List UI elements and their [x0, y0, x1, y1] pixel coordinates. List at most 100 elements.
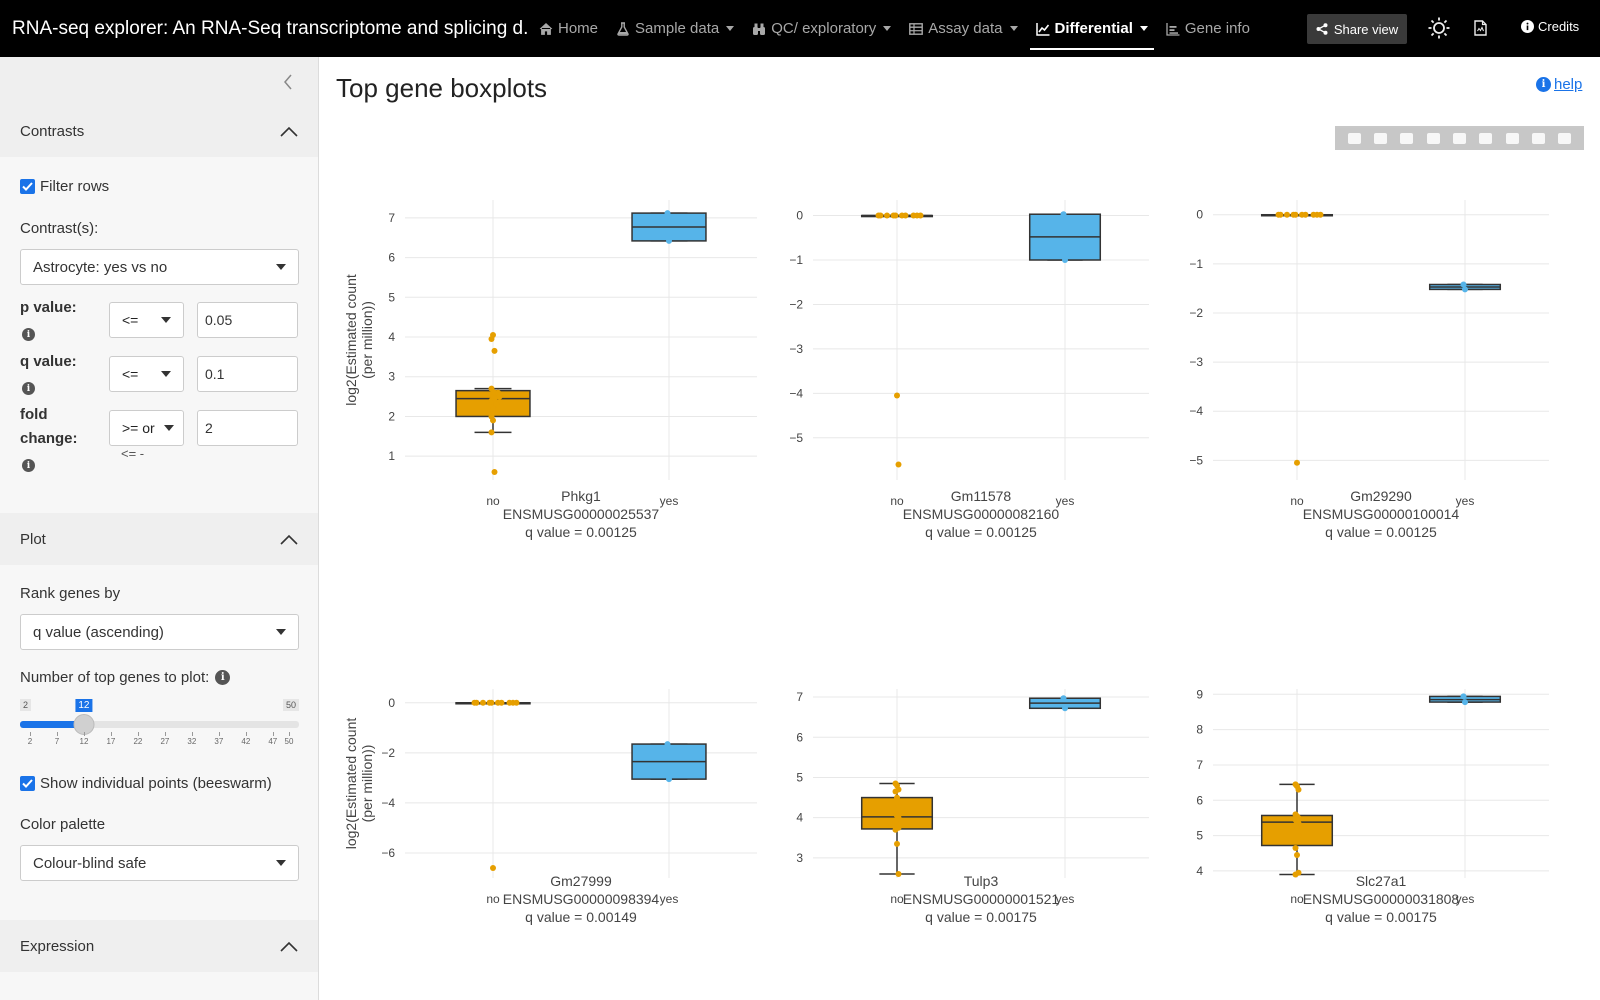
help-link[interactable]: i help	[1536, 76, 1582, 93]
report-file-icon[interactable]	[1474, 20, 1487, 36]
beeswarm-label: Show individual points (beeswarm)	[40, 775, 272, 792]
filter-rows-checkbox[interactable]	[20, 179, 35, 194]
collapse-sidebar-chevron-left-icon[interactable]	[283, 74, 293, 90]
top-navbar: RNA-seq explorer: An RNA-Seq transcripto…	[0, 0, 1600, 57]
y-axis-label: log2(Estimated count(per million))	[343, 718, 375, 850]
y-tick-label: 5	[796, 770, 803, 784]
color-palette-select[interactable]: Colour-blind safe	[20, 845, 299, 881]
pan-icon[interactable]	[1400, 132, 1414, 144]
autoscale-icon[interactable]	[1479, 132, 1493, 144]
x-tick-label: no	[1290, 892, 1304, 906]
p-value-input[interactable]: 0.05	[197, 302, 298, 338]
contrasts-header-label: Contrasts	[20, 122, 85, 140]
x-tick-label: yes	[660, 494, 679, 508]
p-value-operator: <=	[122, 312, 139, 328]
data-point	[1292, 844, 1299, 851]
credits-button[interactable]: Credits	[1521, 19, 1579, 34]
data-point	[1302, 211, 1309, 218]
theme-toggle-sun-icon[interactable]	[1428, 17, 1450, 39]
reset-axes-icon[interactable]	[1505, 132, 1519, 144]
fold-change-operator-overflow: <= -	[121, 446, 145, 461]
data-point	[471, 699, 478, 706]
nav-gene-info[interactable]: Gene info	[1157, 0, 1259, 57]
gene-name: Gm29290	[1350, 488, 1412, 504]
slider-tick-mark	[56, 732, 58, 736]
p-value-operator-select[interactable]: <=	[109, 302, 184, 338]
fold-change-label-line2: change:	[20, 430, 78, 447]
fold-change-input[interactable]: 2	[197, 410, 298, 446]
slider-tick-label: 37	[214, 737, 224, 746]
boxplot-gm11578: 0 −1 −2 −3 −4 −5 no yes Gm11578 ENSMUSG0000008216…	[789, 200, 1149, 540]
camera-icon[interactable]	[1347, 132, 1361, 144]
contrasts-accordion-header[interactable]: Contrasts	[0, 105, 318, 157]
data-point	[894, 794, 900, 801]
contrasts-label: Contrast(s):	[20, 220, 99, 237]
data-point	[513, 699, 520, 706]
zoom-in-icon[interactable]	[1426, 132, 1440, 144]
y-tick-label: −3	[1189, 355, 1203, 369]
slider-tick-label: 32	[187, 737, 197, 746]
fold-change-operator-select[interactable]: >= or	[109, 410, 184, 446]
nav-differential[interactable]: Differential	[1027, 0, 1157, 57]
q-value-input[interactable]: 0.1	[197, 356, 298, 392]
data-point	[491, 469, 498, 476]
y-tick-label: 6	[1196, 793, 1203, 807]
data-point	[1462, 286, 1468, 293]
nav-assay-data[interactable]: Assay data	[900, 0, 1026, 57]
data-point	[875, 212, 882, 219]
plot-accordion-header[interactable]: Plot	[0, 513, 318, 565]
y-axis-label-line2: (per million))	[359, 301, 375, 379]
y-tick-label: 0	[796, 209, 803, 223]
checkmark-icon	[22, 182, 33, 191]
dropdown-caret-icon	[276, 264, 286, 270]
hover-compare-icon[interactable]	[1558, 132, 1572, 144]
slider-tick-mark	[83, 732, 85, 736]
plot-header-label: Plot	[20, 530, 46, 548]
nav-qc-exploratory[interactable]: QC/ exploratory	[743, 0, 900, 57]
y-tick-label: 0	[1196, 208, 1203, 222]
hover-closest-icon[interactable]	[1531, 132, 1545, 144]
q-value-label: q value = 0.00149	[525, 909, 637, 925]
zoom-icon[interactable]	[1373, 132, 1387, 144]
filter-rows-checkbox-row[interactable]: Filter rows	[20, 178, 109, 195]
p-value-info-icon[interactable]: i	[22, 328, 35, 341]
expression-accordion-header[interactable]: Expression	[0, 920, 318, 972]
n-top-genes-info-icon[interactable]: i	[215, 670, 231, 685]
y-axis-label-line1: log2(Estimated count	[343, 274, 359, 406]
beeswarm-checkbox-row[interactable]: Show individual points (beeswarm)	[20, 775, 272, 792]
beeswarm-checkbox[interactable]	[20, 776, 35, 791]
help-label: help	[1554, 76, 1583, 93]
boxplot-tulp3: 3 4 5 6 7 no yes Tulp3 ENSMUSG00000001521 q value…	[796, 689, 1149, 925]
x-tick-label: yes	[660, 892, 679, 906]
slider-min-label: 2	[20, 699, 32, 711]
rank-genes-select[interactable]: q value (ascending)	[20, 614, 299, 650]
color-palette-value: Colour-blind safe	[33, 854, 147, 872]
share-view-button[interactable]: Share view	[1307, 14, 1407, 44]
y-tick-label: 6	[796, 730, 803, 744]
q-value-operator-select[interactable]: <=	[109, 356, 184, 392]
dropdown-caret-icon	[1009, 26, 1018, 31]
q-value-label: q value = 0.00125	[1325, 524, 1437, 540]
q-value-info-icon[interactable]: i	[22, 382, 35, 395]
boxplot-slc27a1: 4 5 6 7 8 9 no yes Slc27a1 ENSMUSG00000031808 q va…	[1196, 687, 1549, 925]
data-point	[894, 840, 900, 847]
zoom-out-icon[interactable]	[1452, 132, 1466, 144]
data-point	[490, 864, 496, 871]
nav-home[interactable]: Home	[530, 0, 607, 57]
flask-icon	[617, 21, 629, 36]
help-info-icon: i	[1536, 77, 1551, 92]
slider-track[interactable]	[20, 721, 299, 728]
app-title: RNA-seq explorer: An RNA-Seq transcripto…	[12, 17, 530, 39]
y-tick-label: 7	[388, 211, 395, 225]
slider-tick-mark	[218, 732, 220, 736]
data-point	[496, 393, 503, 400]
data-point	[884, 212, 890, 219]
nav-sample-data[interactable]: Sample data	[607, 0, 743, 57]
data-point	[491, 395, 498, 402]
data-point	[1284, 211, 1290, 218]
n-top-genes-slider[interactable]: 2 50 12 2 7 12 17 22 27 32 37 42 47 50	[20, 697, 299, 757]
slider-handle[interactable]	[73, 714, 95, 735]
data-point	[1060, 695, 1067, 702]
fold-change-info-icon[interactable]: i	[22, 459, 35, 472]
contrast-select[interactable]: Astrocyte: yes vs no	[20, 249, 299, 285]
